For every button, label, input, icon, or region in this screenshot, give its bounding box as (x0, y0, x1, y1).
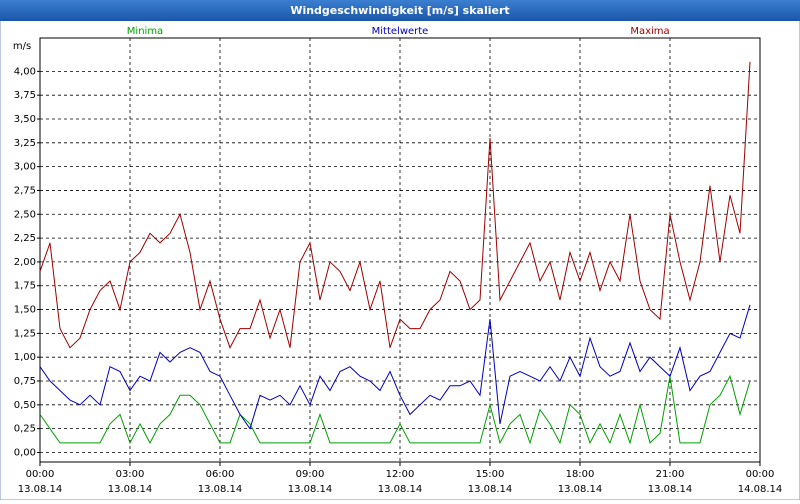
x-tick-date: 14.08.14 (738, 484, 783, 495)
x-tick-label: 12:00 (386, 469, 415, 480)
y-tick-label: 3,50 (14, 114, 36, 125)
legend-entry: Maxima (630, 26, 669, 37)
x-tick-date: 13.08.14 (18, 484, 63, 495)
series-line (39, 374, 751, 445)
series-line (39, 61, 751, 349)
y-tick-label: 0,50 (14, 400, 36, 411)
x-tick-label: 00:00 (26, 469, 55, 480)
y-tick-label: 2,25 (14, 233, 36, 244)
y-tick-label: 2,75 (14, 185, 36, 196)
series-line (39, 304, 751, 430)
x-tick-date: 13.08.14 (378, 484, 423, 495)
y-tick-label: 2,00 (14, 257, 36, 268)
x-tick-date: 13.08.14 (198, 484, 243, 495)
y-tick-label: 1,75 (14, 281, 36, 292)
x-tick-label: 06:00 (206, 469, 235, 480)
y-tick-label: 3,25 (14, 138, 36, 149)
legend-entry: Mittelwerte (372, 26, 429, 37)
x-tick-label: 18:00 (566, 469, 595, 480)
y-tick-label: 3,75 (14, 90, 36, 101)
title-bar (0, 0, 800, 21)
x-tick-date: 13.08.14 (468, 484, 513, 495)
x-tick-date: 13.08.14 (108, 484, 153, 495)
y-tick-label: 1,25 (14, 328, 36, 339)
y-axis-label: m/s (13, 41, 31, 52)
y-tick-label: 0,75 (14, 376, 36, 387)
y-tick-label: 0,25 (14, 424, 36, 435)
x-tick-label: 03:00 (116, 469, 145, 480)
x-tick-date: 13.08.14 (288, 484, 333, 495)
y-tick-label: 2,50 (14, 209, 36, 220)
x-tick-label: 00:00 (746, 469, 775, 480)
x-tick-label: 15:00 (476, 469, 505, 480)
y-tick-label: 4,00 (14, 66, 36, 77)
chart-title: Windgeschwindigkeit [m/s] skaliert (290, 4, 509, 17)
x-tick-date: 13.08.14 (648, 484, 693, 495)
y-tick-label: 0,00 (14, 447, 36, 458)
y-tick-label: 1,00 (14, 352, 36, 363)
x-tick-date: 13.08.14 (558, 484, 603, 495)
x-tick-label: 21:00 (656, 469, 685, 480)
x-tick-label: 09:00 (296, 469, 325, 480)
y-tick-label: 3,00 (14, 162, 36, 173)
legend-entry: Minima (127, 26, 163, 37)
y-tick-label: 1,50 (14, 305, 36, 316)
